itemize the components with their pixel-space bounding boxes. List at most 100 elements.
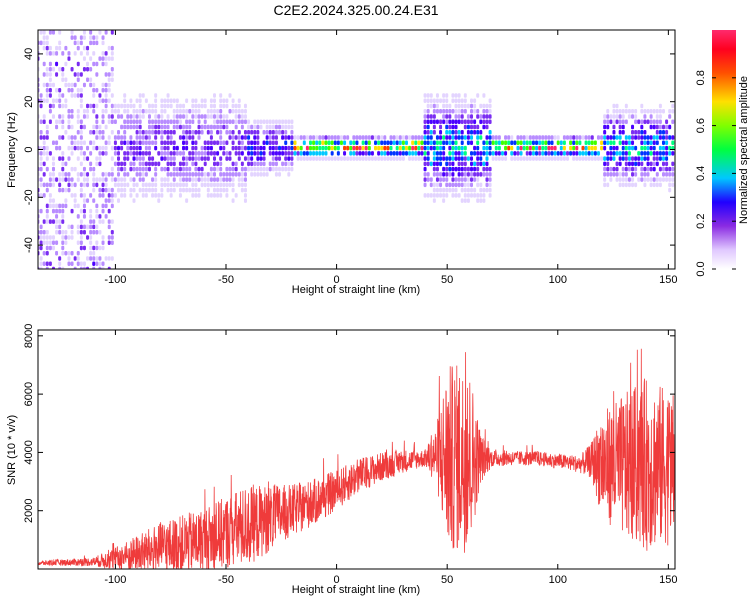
spectrogram-cell xyxy=(482,172,486,177)
spectrogram-cell xyxy=(45,156,49,161)
spectrogram-cell xyxy=(203,182,207,188)
spectrogram-cell xyxy=(178,103,182,109)
spectrogram-cell xyxy=(281,124,285,130)
spectrogram-cell xyxy=(216,114,220,119)
spectrogram-cell xyxy=(649,140,653,146)
spectrogram-cell xyxy=(240,109,244,114)
spectrogram-cell xyxy=(411,156,415,161)
spectrogram-cell xyxy=(643,135,647,140)
spectrogram-cell xyxy=(178,193,182,198)
spectrogram-cell xyxy=(473,151,477,156)
spectrogram-cell xyxy=(426,172,430,177)
spectrogram-cell xyxy=(55,45,59,51)
spectrogram-cell xyxy=(627,145,631,151)
spectrogram-cell xyxy=(612,103,616,109)
spectrogram-cell xyxy=(476,93,480,98)
spectrogram-cell xyxy=(426,98,430,103)
spectrogram-cell xyxy=(398,156,402,161)
spectrogram-cell xyxy=(250,124,254,130)
spectrogram-cell xyxy=(451,109,455,114)
spectrogram-cell xyxy=(423,151,427,156)
spectrogram-cell xyxy=(432,193,436,198)
spectrogram-cell xyxy=(123,193,127,198)
spectrogram-cell xyxy=(435,140,439,146)
spectrogram-cell xyxy=(637,151,641,156)
spectrogram-cell xyxy=(562,156,566,161)
spectrogram-cell xyxy=(525,151,529,156)
spectrogram-cell xyxy=(95,177,99,182)
spectrogram-cell xyxy=(182,172,186,177)
spectrogram-cell xyxy=(256,161,260,167)
spectrogram-cell xyxy=(219,135,223,140)
spectrogram-cell xyxy=(627,166,631,172)
spectrogram-cell xyxy=(643,145,647,151)
spectrogram-cell xyxy=(101,240,105,245)
spectrogram-cell xyxy=(110,219,114,224)
spectrogram-cell xyxy=(234,166,238,172)
spectrogram-cell xyxy=(627,156,631,161)
colorbar-label: Normalized spectral amplitude xyxy=(738,76,750,224)
spectrogram-cell xyxy=(240,161,244,167)
spectrogram-cell xyxy=(48,82,52,88)
spectrogram-cell xyxy=(234,151,238,156)
spectrogram-cell xyxy=(473,98,477,103)
spectrogram-cell xyxy=(504,145,508,151)
spectrogram-cell xyxy=(234,124,238,130)
spectrogram-cell xyxy=(485,182,489,188)
spectrogram-cell xyxy=(98,161,102,167)
spectrogram-cell xyxy=(70,224,74,230)
spectrogram-cell xyxy=(417,140,421,146)
spectrogram-cell xyxy=(39,193,43,198)
spectrogram-cell xyxy=(361,140,365,146)
spectrogram-cell xyxy=(101,203,105,209)
spectrogram-cell xyxy=(451,182,455,188)
spectrogram-cell xyxy=(104,182,108,188)
spectrogram-cell xyxy=(253,119,257,125)
spectrogram-cell xyxy=(671,135,675,140)
spectrogram-cell xyxy=(287,135,291,140)
spectrogram-cell xyxy=(172,151,176,156)
spectrogram-cell xyxy=(39,40,43,46)
spectrogram-cell xyxy=(225,130,229,135)
spectrogram-cell xyxy=(302,140,306,146)
spectrogram-cell xyxy=(389,140,393,146)
spectrogram-cell xyxy=(538,145,542,151)
spectrogram-cell xyxy=(95,35,99,40)
spectrogram-cell xyxy=(86,172,90,177)
spectrogram-cell xyxy=(485,119,489,125)
spectrogram-cell xyxy=(120,114,124,119)
spectrogram-cell xyxy=(274,140,278,146)
spectrogram-cell xyxy=(117,172,121,177)
spectrogram-cell xyxy=(668,172,672,177)
spectrogram-cell xyxy=(101,130,105,135)
spectrogram-cell xyxy=(216,177,220,182)
spectrogram-cell xyxy=(640,151,644,156)
spectrogram-cell xyxy=(228,156,232,161)
spectrogram-cell xyxy=(460,177,464,182)
spectrogram-cell xyxy=(479,135,483,140)
spectrogram-cell xyxy=(510,145,514,151)
spectrogram-cell xyxy=(95,135,99,140)
spectrogram-cell xyxy=(432,145,436,151)
spectrogram-cell xyxy=(58,156,62,161)
spectrogram-cell xyxy=(144,166,148,172)
spectrogram-cell xyxy=(284,135,288,140)
spectrogram-cell xyxy=(98,130,102,135)
spectrogram-cell xyxy=(655,182,659,188)
spectrogram-cell xyxy=(135,166,139,172)
spectrogram-cell xyxy=(157,198,161,203)
spectrogram-cell xyxy=(172,177,176,182)
spectrogram-cell xyxy=(268,161,272,167)
spectrogram-cell xyxy=(665,135,669,140)
spectrogram-cell xyxy=(572,145,576,151)
spectrogram-cell xyxy=(64,203,68,209)
spectrogram-cell xyxy=(64,98,68,103)
spectrogram-cell xyxy=(126,119,130,125)
spectrogram-cell xyxy=(383,140,387,146)
spectrogram-cell xyxy=(504,151,508,156)
spectrogram-cell xyxy=(287,151,291,156)
spectrogram-ytick-label: 20 xyxy=(23,96,35,108)
spectrogram-cell xyxy=(160,145,164,151)
spectrogram-cell xyxy=(631,145,635,151)
spectrogram-cell xyxy=(408,135,412,140)
